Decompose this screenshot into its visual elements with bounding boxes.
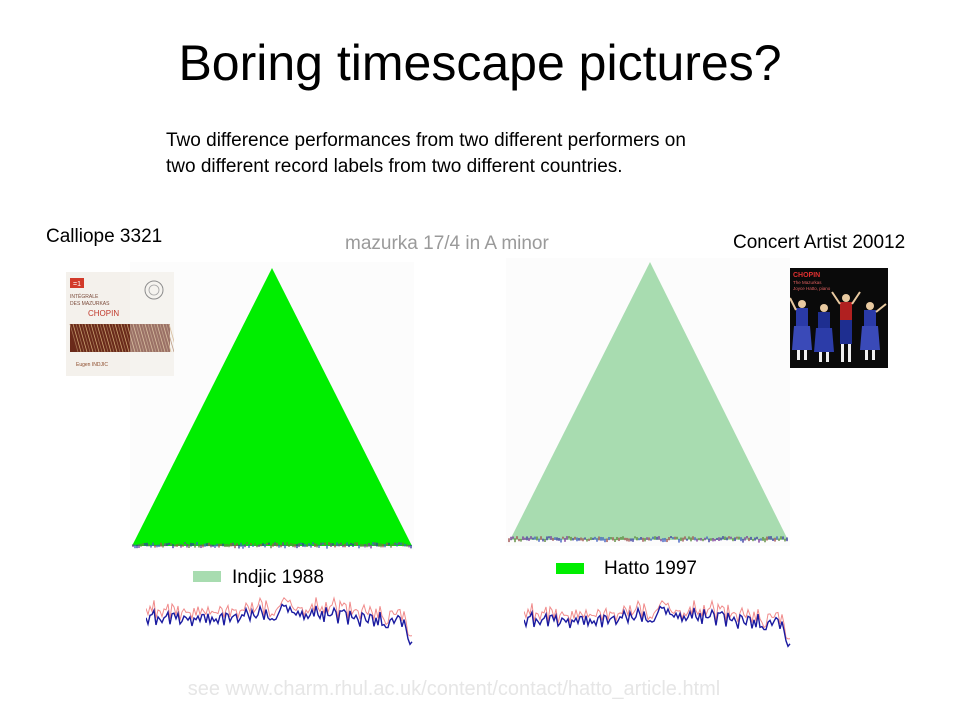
cover-performer: Eugen INDJIC <box>76 362 108 368</box>
timescape-right <box>506 258 790 546</box>
cover-right-line-2: The Mazurkas <box>793 280 822 285</box>
cover-line-3: CHOPIN <box>88 309 119 318</box>
timescape-triangle-left <box>132 268 412 546</box>
timescape-left <box>130 262 414 550</box>
tempo-curve-left <box>146 596 413 646</box>
timescape-base-right <box>508 536 788 543</box>
album-cover-left: =1 INTÉGRALE DES MAZURKAS CHOPIN Eugen I… <box>66 272 174 376</box>
legend-swatch-indjic <box>193 571 221 582</box>
timescape-base-left <box>132 542 412 549</box>
footer-link[interactable]: see www.charm.rhul.ac.uk/content/contact… <box>187 678 721 700</box>
cover-piano-strings-icon <box>69 323 174 353</box>
subtitle-line-1: Two difference performances from two dif… <box>166 130 686 151</box>
tempo-curve-left-secondary <box>146 596 413 637</box>
tempo-curve-right <box>524 599 791 648</box>
album-cover-right: CHOPIN The Mazurkas Joyce Hatto, piano <box>790 268 888 368</box>
cover-dancers-icon <box>790 291 887 362</box>
cover-seal-icon <box>144 280 164 300</box>
label-concert-artist: Concert Artist 20012 <box>733 232 906 253</box>
cover-right-line-3: Joyce Hatto, piano <box>793 286 831 291</box>
subtitle-line-2: two different record labels from two dif… <box>166 156 623 177</box>
cover-right-line-1: CHOPIN <box>793 272 820 279</box>
cover-badge: =1 <box>73 281 81 288</box>
label-calliope: Calliope 3321 <box>46 226 163 247</box>
cover-line-1: INTÉGRALE <box>70 293 99 300</box>
timescape-triangle-right <box>510 262 788 540</box>
slide-subtitle: Two difference performances from two dif… <box>166 128 846 180</box>
tempo-curve-right-primary <box>524 605 791 648</box>
cover-line-2: DES MAZURKAS <box>70 301 110 307</box>
legend-swatch-hatto <box>556 563 584 574</box>
legend-label-indjic: Indjic 1988 <box>232 567 324 588</box>
tempo-curve-right-secondary <box>524 599 791 640</box>
legend-label-hatto: Hatto 1997 <box>604 558 697 579</box>
slide-title: Boring timescape pictures? <box>178 35 782 91</box>
piece-name: mazurka 17/4 in A minor <box>345 233 549 254</box>
tempo-curve-left-primary <box>146 603 413 646</box>
